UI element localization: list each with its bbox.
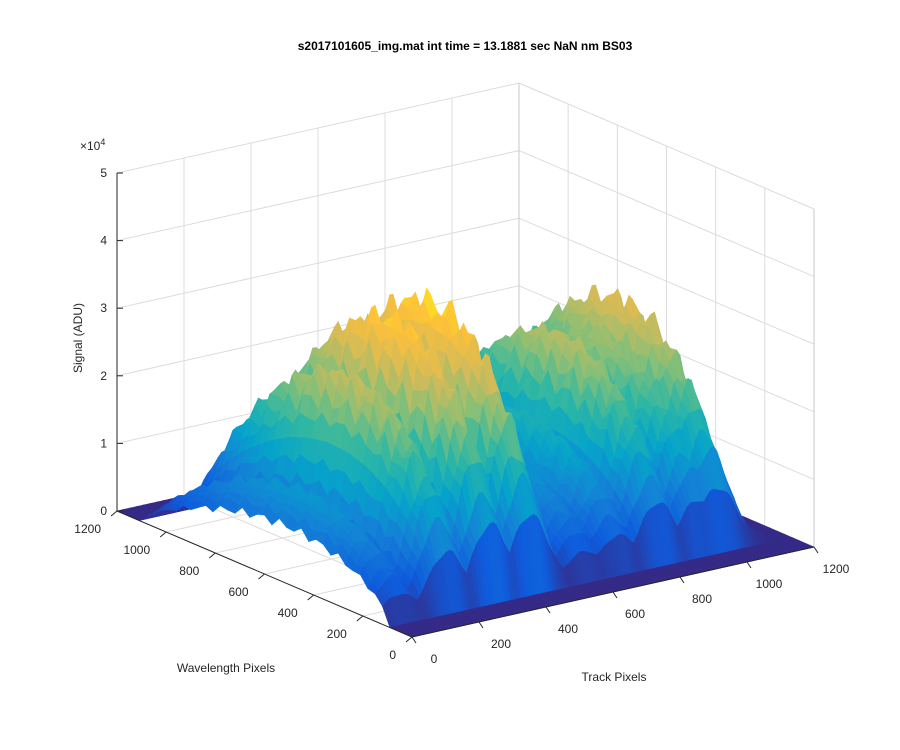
y-tick-mark (307, 594, 314, 601)
x-tick-label: 0 (431, 652, 438, 666)
y-tick-mark (356, 615, 364, 622)
x-tick-label: 600 (625, 607, 645, 621)
y-tick-label: 400 (278, 606, 298, 620)
y-axis-label: Wavelength Pixels (177, 661, 275, 675)
y-tick-mark (258, 573, 265, 580)
z-exponent-power: 4 (100, 137, 105, 147)
x-tick-mark (813, 546, 819, 554)
y-tick-label: 1000 (123, 543, 150, 557)
y-tick-mark (209, 552, 216, 559)
x-axis-label: Track Pixels (582, 670, 647, 684)
y-tick-label: 1200 (74, 522, 101, 536)
z-tick-label: 1 (100, 436, 107, 450)
y-tick-label: 200 (327, 627, 347, 641)
x-tick-label: 1200 (823, 562, 850, 576)
z-tick-label: 4 (100, 234, 107, 248)
y-tick-mark (159, 531, 167, 538)
surface-mesh (115, 284, 815, 638)
x-tick-mark (679, 576, 685, 584)
z-axis-label: Signal (ADU) (71, 303, 85, 373)
x-tick-label: 400 (558, 622, 578, 636)
y-tick-mark (110, 510, 118, 517)
gridline (518, 150, 815, 278)
x-tick-label: 200 (491, 637, 511, 651)
y-tick-label: 800 (179, 564, 199, 578)
y-tick-label: 600 (228, 585, 248, 599)
x-tick-mark (411, 636, 417, 644)
y-tick-label: 0 (389, 648, 396, 662)
x-tick-label: 1000 (756, 577, 783, 591)
x-tick-mark (478, 621, 484, 629)
gridline (518, 82, 815, 210)
chart-title: s2017101605_img.mat int time = 13.1881 s… (298, 39, 633, 53)
gridline (518, 217, 815, 345)
x-tick-mark (545, 606, 551, 614)
x-tick-mark (746, 561, 752, 569)
y-tick-mark (405, 636, 413, 643)
z-tick-label: 2 (100, 369, 107, 383)
z-tick-label: 5 (100, 166, 107, 180)
x-tick-mark (612, 591, 618, 599)
gridline (116, 217, 520, 309)
z-exponent-label: ×104 (80, 137, 105, 153)
z-tick-label: 3 (100, 301, 107, 315)
x-tick-label: 800 (692, 592, 712, 606)
gridline (116, 82, 520, 174)
z-tick-label: 0 (100, 504, 107, 518)
gridline (116, 150, 520, 242)
